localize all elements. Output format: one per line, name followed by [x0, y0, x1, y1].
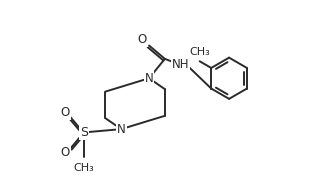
- Text: S: S: [80, 126, 88, 139]
- Text: N: N: [117, 123, 125, 136]
- Text: N: N: [145, 72, 154, 85]
- Text: O: O: [60, 106, 70, 119]
- Text: CH₃: CH₃: [73, 163, 94, 173]
- Text: O: O: [138, 33, 147, 46]
- Text: NH: NH: [172, 58, 189, 71]
- Text: O: O: [60, 146, 70, 159]
- Text: CH₃: CH₃: [189, 47, 210, 57]
